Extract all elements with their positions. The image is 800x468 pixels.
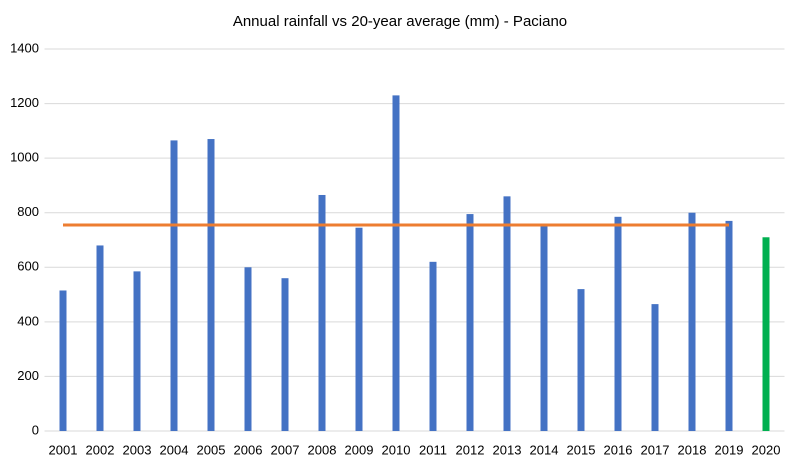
x-tick-label: 2020 xyxy=(752,442,781,457)
x-tick-label: 2006 xyxy=(234,442,263,457)
x-tick-label: 2003 xyxy=(123,442,152,457)
bar xyxy=(355,227,363,431)
bar xyxy=(614,216,622,431)
bar xyxy=(466,214,474,431)
x-tick-label: 2011 xyxy=(419,442,447,457)
bar xyxy=(651,304,659,431)
bar xyxy=(392,95,400,431)
bar xyxy=(207,139,215,432)
x-tick-label: 2004 xyxy=(160,442,189,457)
bar xyxy=(281,278,289,431)
x-tick-label: 2002 xyxy=(86,442,115,457)
bar xyxy=(688,212,696,431)
bar xyxy=(133,271,141,431)
y-tick-label: 200 xyxy=(17,368,39,383)
y-tick-label: 1000 xyxy=(10,150,39,165)
x-tick-label: 2009 xyxy=(345,442,374,457)
bar xyxy=(577,289,585,431)
y-tick-label: 1400 xyxy=(10,40,39,55)
y-tick-label: 800 xyxy=(17,204,39,219)
x-tick-label: 2005 xyxy=(197,442,226,457)
y-tick-label: 600 xyxy=(17,259,39,274)
x-tick-label: 2015 xyxy=(567,442,596,457)
bar xyxy=(244,267,252,431)
x-tick-label: 2017 xyxy=(641,442,670,457)
x-tick-label: 2007 xyxy=(271,442,300,457)
x-tick-label: 2010 xyxy=(382,442,411,457)
bar xyxy=(429,261,437,431)
x-tick-label: 2013 xyxy=(493,442,522,457)
bar xyxy=(540,226,548,431)
chart-title: Annual rainfall vs 20-year average (mm) … xyxy=(233,13,567,30)
bar xyxy=(318,194,326,431)
bar xyxy=(170,140,178,431)
y-tick-label: 1200 xyxy=(10,95,39,110)
x-tick-label: 2014 xyxy=(530,442,559,457)
x-tick-label: 2001 xyxy=(49,442,78,457)
bar xyxy=(96,245,104,431)
x-tick-label: 2012 xyxy=(456,442,485,457)
x-tick-label: 2018 xyxy=(678,442,707,457)
x-tick-label: 2008 xyxy=(308,442,337,457)
y-tick-label: 400 xyxy=(17,313,39,328)
bar xyxy=(762,237,770,431)
bar xyxy=(725,220,733,431)
y-tick-label: 0 xyxy=(32,422,39,437)
x-tick-label: 2019 xyxy=(715,442,744,457)
bar xyxy=(503,196,511,431)
bar xyxy=(59,290,67,431)
x-tick-label: 2016 xyxy=(604,442,633,457)
